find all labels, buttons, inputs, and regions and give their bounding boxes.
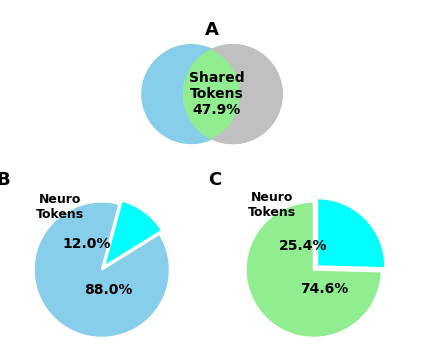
Circle shape (183, 45, 282, 143)
Text: 74.6%: 74.6% (300, 282, 348, 296)
Wedge shape (245, 202, 382, 338)
Circle shape (142, 45, 241, 143)
Text: 88.0%: 88.0% (84, 283, 133, 297)
Text: Shared
Tokens
47.9%: Shared Tokens 47.9% (189, 71, 245, 117)
Wedge shape (104, 201, 162, 266)
Text: Neuro
Tokens: Neuro Tokens (36, 193, 84, 221)
Text: A: A (205, 21, 219, 39)
Text: B: B (0, 171, 10, 189)
Text: Neuro
Tokens: Neuro Tokens (248, 191, 296, 219)
Wedge shape (33, 202, 170, 338)
Text: 25.4%: 25.4% (279, 239, 328, 253)
Wedge shape (317, 198, 385, 268)
Polygon shape (212, 45, 282, 143)
Text: 12.0%: 12.0% (63, 237, 111, 251)
Text: C: C (208, 171, 221, 189)
